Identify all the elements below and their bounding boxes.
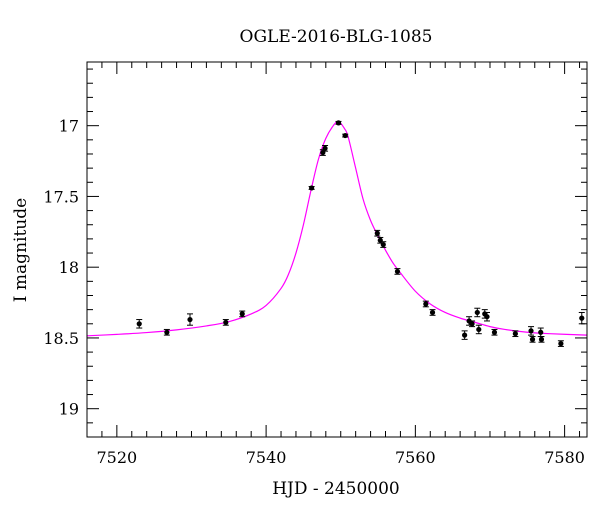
data-points-layer [136,120,585,347]
y-tick-label: 17 [59,117,79,136]
data-point [474,307,481,318]
point-marker [529,336,536,342]
point-marker [187,316,193,323]
data-point [377,236,384,244]
chart-title: OGLE-2016-BLG-1085 [240,27,433,47]
plot-frame [86,61,588,438]
point-marker [322,145,328,151]
x-tick-label: 7560 [395,448,436,467]
data-point [461,330,468,340]
x-tick-label: 7580 [544,448,585,467]
data-point [374,229,381,237]
data-point [322,144,329,152]
y-axis-label: I magnitude [11,198,31,302]
point-marker [484,314,490,320]
y-tick-label: 18 [59,258,79,277]
data-point [308,185,315,191]
x-tick-label: 7540 [246,448,287,467]
axis-ticks-layer: 7520 7540 7560 7580 17 17.5 18 18.5 19 [43,62,587,467]
data-point [578,311,585,325]
point-marker [136,321,142,327]
point-marker [423,301,429,307]
model-curve [87,120,587,337]
data-point [491,328,498,336]
y-tick-label: 19 [59,400,79,419]
data-point [163,328,170,336]
data-point [537,327,544,338]
x-axis-label: HJD - 2450000 [272,479,400,499]
data-point [557,340,564,347]
point-marker [462,332,468,338]
point-marker [429,309,436,316]
data-point [380,241,387,248]
point-marker [538,329,544,335]
point-marker [374,230,380,236]
point-marker [579,315,585,321]
data-point [422,300,429,308]
point-marker [239,311,245,317]
y-tick-label: 18.5 [43,329,79,348]
data-point [538,336,545,343]
point-marker [380,241,386,248]
point-marker [394,268,401,275]
data-point [429,309,436,316]
y-tick-label: 17.5 [43,187,79,206]
point-marker [512,331,518,337]
data-point [528,326,535,336]
data-point [512,330,519,338]
data-point [475,324,482,335]
point-marker [342,132,348,139]
point-marker [538,336,545,342]
data-point [394,268,401,275]
point-marker [469,321,475,327]
data-point [222,319,229,326]
point-marker [528,328,534,334]
data-point [484,311,490,322]
x-tick-label: 7520 [96,448,137,467]
data-point [186,313,193,326]
data-point [136,319,143,329]
point-marker [558,341,564,347]
data-point [239,310,246,318]
point-marker [476,326,482,333]
point-marker [491,329,498,335]
data-point [469,320,476,328]
data-point [342,132,349,139]
point-marker [474,309,480,316]
point-marker [335,120,342,126]
data-point [335,120,342,126]
point-marker [223,319,229,325]
model-curve-layer [87,120,587,337]
point-marker [164,329,170,335]
data-point [529,336,536,343]
point-marker [309,185,315,191]
